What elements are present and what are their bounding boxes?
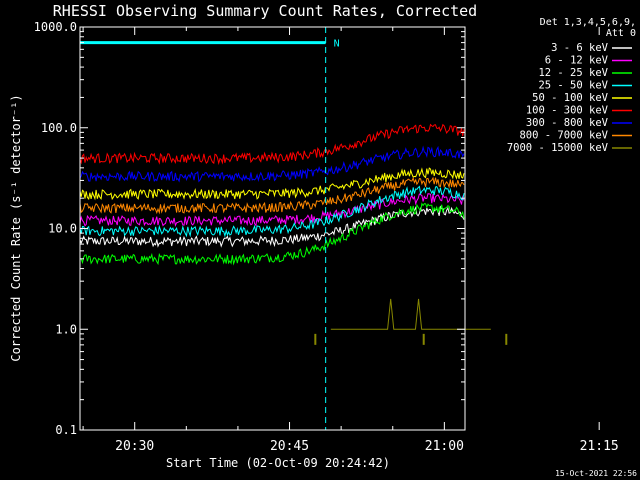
legend-entry-label: 50 - 100 keV: [532, 92, 609, 104]
legend-entry-label: 25 - 50 keV: [538, 80, 608, 92]
x-axis-label: Start Time (02-Oct-09 20:24:42): [166, 456, 390, 470]
olive-trace: [330, 298, 491, 330]
series-line: [79, 176, 465, 215]
y-tick-label: 100.0: [41, 121, 77, 135]
legend-entry-label: 800 - 7000 keV: [519, 130, 608, 142]
x-tick-label: 20:45: [270, 439, 309, 454]
legend-entry-label: 6 - 12 keV: [545, 55, 609, 67]
series-line: [79, 185, 465, 238]
legend-entry-label: 7000 - 15000 keV: [507, 142, 609, 154]
legend-entry-label: 3 - 6 keV: [551, 42, 609, 54]
legend-entry-label: 300 - 800 keV: [526, 117, 609, 129]
y-tick-label: 10.0: [48, 222, 77, 236]
chart-title: RHESSI Observing Summary Count Rates, Co…: [53, 2, 477, 20]
legend-header: Det 1,3,4,5,6,9,: [540, 17, 636, 28]
x-tick-label: 21:15: [580, 439, 619, 454]
legend-entry-label: 100 - 300 keV: [526, 105, 609, 117]
y-tick-label: 1.0: [55, 322, 77, 336]
footer-timestamp: 15-Oct-2021 22:56: [555, 469, 637, 478]
series-line: [79, 145, 465, 183]
legend-entry-label: 12 - 25 keV: [538, 67, 608, 79]
y-tick-label: 0.1: [55, 423, 77, 437]
legend-header: Att 0: [606, 28, 636, 39]
series-line: [79, 192, 465, 228]
series-line: [79, 123, 465, 166]
flag-label: N: [334, 39, 340, 50]
series-line: [79, 202, 465, 266]
series-line: [79, 167, 465, 201]
x-tick-label: 21:00: [425, 439, 464, 454]
y-tick-label: 1000.0: [34, 20, 77, 34]
x-tick-label: 20:30: [115, 439, 154, 454]
y-axis-label: Corrected Count Rate (s⁻¹ detector⁻¹): [9, 94, 23, 361]
